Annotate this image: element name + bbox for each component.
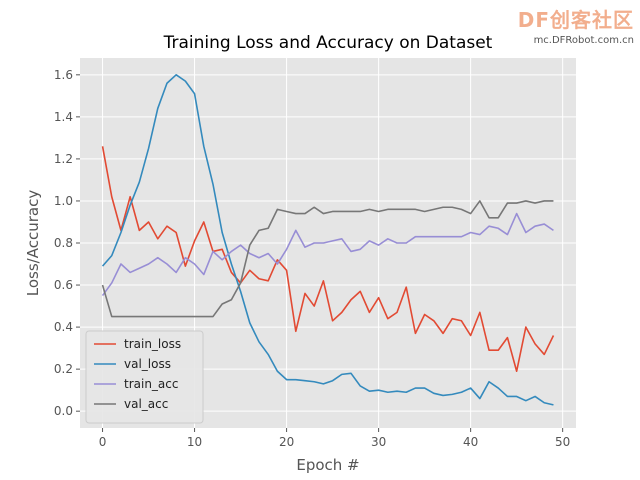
x-tick-labels: 0 10 20 30 40 50	[99, 428, 570, 449]
chart-title: Training Loss and Accuracy on Dataset	[163, 33, 493, 53]
series-line-val-acc	[101, 200, 554, 318]
y-tick-label: 0.8	[54, 236, 73, 250]
series-lines	[101, 74, 555, 406]
series-line-train-loss	[101, 146, 555, 373]
watermark: DF创客社区 mc.DFRobot.com.cn	[518, 4, 634, 46]
series-line-val-loss	[101, 74, 554, 406]
y-tick-label: 0.6	[54, 278, 73, 292]
y-tick-label: 0.0	[54, 404, 73, 418]
y-tick-labels: 0.0 0.2 0.4 0.6 0.8 1.0 1.2 1.4 1.6	[54, 68, 80, 418]
legend-label: train_acc	[124, 377, 178, 391]
y-tick-label: 1.2	[54, 152, 73, 166]
x-tick-label: 40	[463, 435, 478, 449]
x-tick-label: 20	[279, 435, 294, 449]
y-tick-label: 1.6	[54, 68, 73, 82]
legend-label: val_loss	[124, 357, 171, 371]
legend-label: train_loss	[124, 337, 181, 351]
legend-label: val_acc	[124, 397, 168, 411]
legend: train_loss val_loss train_acc val_acc	[85, 330, 204, 424]
y-tick-label: 1.4	[54, 110, 73, 124]
x-tick-label: 10	[187, 435, 202, 449]
watermark-url: mc.DFRobot.com.cn	[533, 35, 634, 46]
legend-box	[85, 330, 204, 424]
series-line-train-acc	[101, 212, 554, 297]
x-tick-label: 50	[555, 435, 570, 449]
x-tick-label: 30	[371, 435, 386, 449]
y-tick-label: 1.0	[54, 194, 73, 208]
y-tick-label: 0.2	[54, 362, 73, 376]
y-tick-label: 0.4	[54, 320, 73, 334]
y-axis-label: Loss/Accuracy	[24, 190, 42, 297]
watermark-logo-text: DF创客社区	[517, 8, 634, 32]
x-axis-label: Epoch #	[296, 456, 359, 474]
x-tick-label: 0	[99, 435, 107, 449]
